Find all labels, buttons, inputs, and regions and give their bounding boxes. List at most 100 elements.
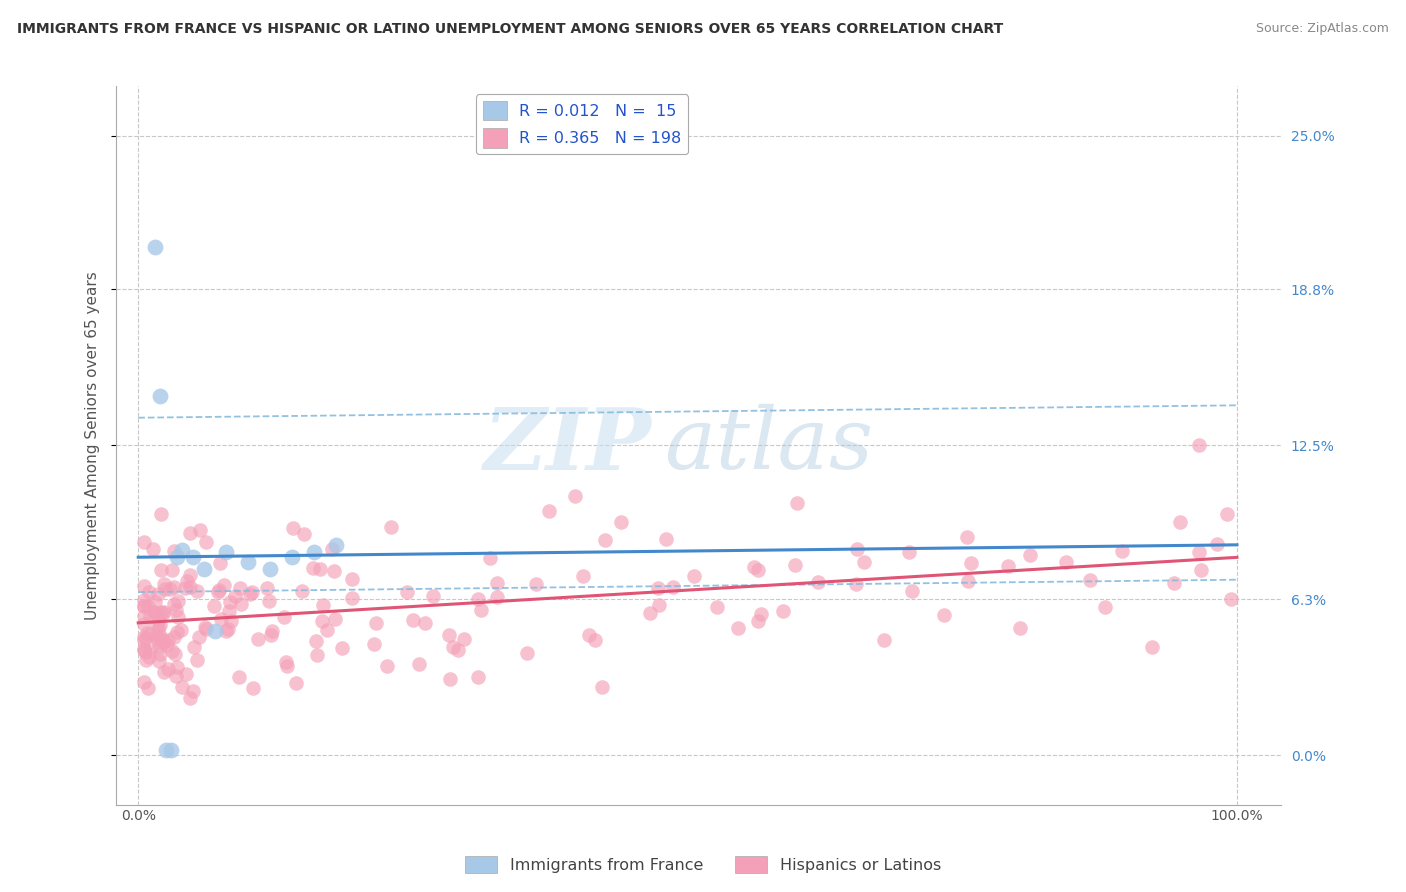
Point xyxy=(366,615,388,630)
Point xyxy=(179,580,201,594)
Point xyxy=(323,611,346,625)
Point xyxy=(224,589,246,603)
Point xyxy=(219,595,242,609)
Point xyxy=(135,631,157,645)
Point xyxy=(1189,563,1212,577)
Point xyxy=(259,562,281,576)
Point xyxy=(742,560,765,574)
Point xyxy=(285,676,308,690)
Point xyxy=(900,584,922,599)
Point xyxy=(146,619,169,633)
Point xyxy=(845,541,868,556)
Point xyxy=(956,574,979,589)
Point xyxy=(132,579,155,593)
Point xyxy=(202,599,225,613)
Point xyxy=(194,620,217,634)
Point xyxy=(148,623,170,637)
Point xyxy=(311,615,333,629)
Point xyxy=(747,563,769,577)
Point xyxy=(215,624,238,639)
Point xyxy=(132,632,155,647)
Point xyxy=(132,643,155,657)
Point xyxy=(159,582,181,597)
Point xyxy=(139,627,162,641)
Point xyxy=(638,606,661,620)
Point xyxy=(136,681,159,695)
Point xyxy=(146,634,169,648)
Point xyxy=(648,599,671,613)
Text: Source: ZipAtlas.com: Source: ZipAtlas.com xyxy=(1256,22,1389,36)
Point xyxy=(183,640,205,654)
Point xyxy=(153,582,176,597)
Point xyxy=(845,576,868,591)
Point xyxy=(524,577,547,591)
Point xyxy=(1142,640,1164,654)
Point xyxy=(591,680,613,694)
Point xyxy=(157,632,180,647)
Point xyxy=(305,634,328,648)
Point xyxy=(204,624,226,639)
Point xyxy=(276,659,298,673)
Point xyxy=(647,581,669,595)
Point xyxy=(578,628,600,642)
Point xyxy=(408,657,430,671)
Point xyxy=(139,644,162,658)
Point xyxy=(443,640,465,655)
Point xyxy=(174,667,197,681)
Point xyxy=(1188,545,1211,559)
Point xyxy=(152,665,174,680)
Point xyxy=(1010,621,1032,635)
Point xyxy=(150,605,173,619)
Point xyxy=(165,669,187,683)
Point xyxy=(146,632,169,646)
Point xyxy=(654,532,676,546)
Point xyxy=(132,641,155,656)
Point xyxy=(150,507,173,521)
Point xyxy=(155,743,177,757)
Point xyxy=(160,743,183,757)
Point xyxy=(163,647,186,661)
Point xyxy=(134,617,156,632)
Point xyxy=(242,681,264,696)
Point xyxy=(312,598,335,612)
Point xyxy=(149,618,172,632)
Y-axis label: Unemployment Among Seniors over 65 years: Unemployment Among Seniors over 65 years xyxy=(86,271,100,620)
Point xyxy=(997,558,1019,573)
Point xyxy=(302,545,325,559)
Point xyxy=(485,575,508,590)
Point xyxy=(1163,576,1185,591)
Point xyxy=(564,489,586,503)
Point xyxy=(149,647,172,661)
Point xyxy=(132,630,155,644)
Point xyxy=(807,575,830,590)
Point xyxy=(538,504,561,518)
Point xyxy=(325,537,347,551)
Point xyxy=(215,545,238,559)
Point xyxy=(173,581,195,595)
Point xyxy=(706,599,728,614)
Point xyxy=(229,597,252,611)
Point xyxy=(166,549,188,564)
Point xyxy=(188,523,211,537)
Point xyxy=(160,563,183,577)
Point xyxy=(149,389,172,403)
Point xyxy=(1018,549,1040,563)
Point xyxy=(363,637,385,651)
Point xyxy=(1111,543,1133,558)
Point xyxy=(593,533,616,548)
Point xyxy=(516,646,538,660)
Point xyxy=(156,638,179,652)
Point xyxy=(163,580,186,594)
Point xyxy=(218,604,240,618)
Point xyxy=(583,632,606,647)
Point xyxy=(143,605,166,619)
Point xyxy=(274,655,297,669)
Text: atlas: atlas xyxy=(664,404,873,487)
Point xyxy=(321,542,343,557)
Point xyxy=(139,608,162,623)
Point xyxy=(273,610,295,624)
Point xyxy=(162,643,184,657)
Point xyxy=(166,660,188,674)
Point xyxy=(166,624,188,639)
Point xyxy=(1168,516,1191,530)
